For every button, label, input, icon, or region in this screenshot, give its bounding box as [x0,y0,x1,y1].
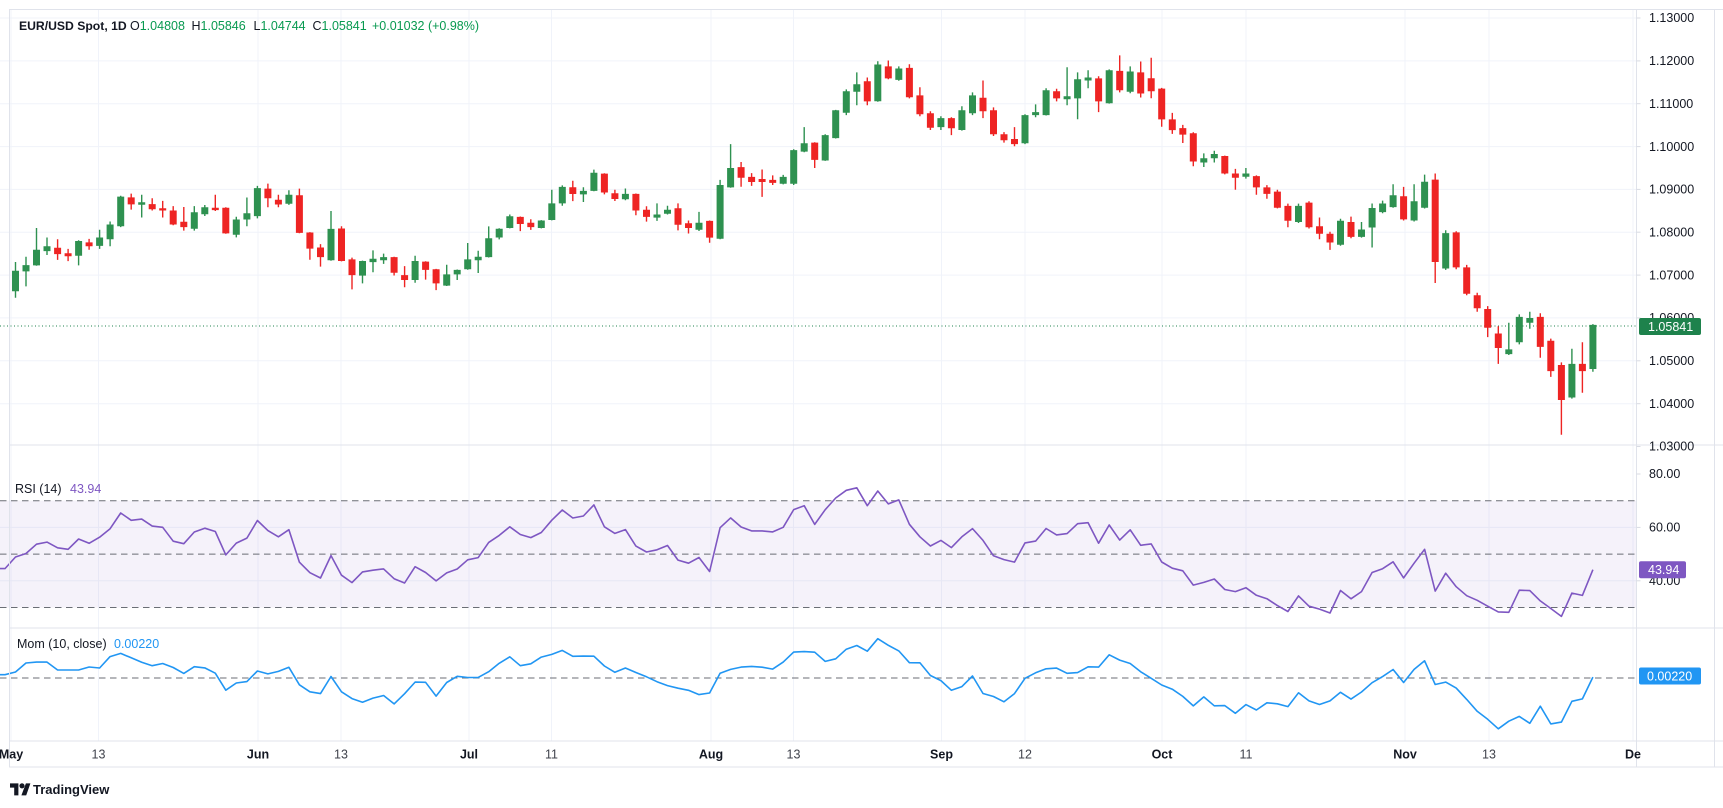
svg-text:13: 13 [787,748,801,762]
svg-text:60.00: 60.00 [1649,521,1680,535]
svg-text:13: 13 [334,748,348,762]
svg-text:1.05841: 1.05841 [1648,320,1693,334]
svg-text:Aug: Aug [699,748,723,762]
svg-text:12: 12 [1018,748,1032,762]
svg-text:11: 11 [1240,748,1253,762]
svg-text:1.11000: 1.11000 [1649,97,1693,111]
svg-text:1.07000: 1.07000 [1649,268,1694,282]
svg-text:Jun: Jun [247,748,269,762]
svg-text:43.94: 43.94 [1648,563,1679,577]
svg-text:13: 13 [92,748,106,762]
svg-text:De: De [1625,748,1641,762]
svg-text:Sep: Sep [930,748,953,762]
svg-text:0.00220: 0.00220 [1647,670,1692,684]
svg-text:TradingView: TradingView [33,782,110,797]
svg-text:EUR/USD Spot, 1D: EUR/USD Spot, 1D [19,19,127,33]
svg-text:Nov: Nov [1393,748,1417,762]
svg-text:80.00: 80.00 [1649,467,1680,481]
svg-text:1.05000: 1.05000 [1649,354,1694,368]
svg-text:1.03000: 1.03000 [1649,440,1694,454]
svg-text:1.10000: 1.10000 [1649,140,1694,154]
svg-text:May: May [0,748,23,762]
svg-text:0.00220: 0.00220 [114,637,159,651]
svg-text:1.09000: 1.09000 [1649,183,1694,197]
svg-text:Mom (10, close): Mom (10, close) [17,637,107,651]
svg-text:Oct: Oct [1152,748,1174,762]
svg-text:43.94: 43.94 [70,482,101,496]
svg-text:13: 13 [1482,748,1496,762]
svg-text:1.12000: 1.12000 [1649,54,1694,68]
svg-text:11: 11 [545,748,558,762]
svg-text:1.04000: 1.04000 [1649,397,1694,411]
svg-text:RSI (14): RSI (14) [15,482,62,496]
svg-text:1.13000: 1.13000 [1649,11,1694,25]
svg-text:1.08000: 1.08000 [1649,225,1694,239]
svg-text:Jul: Jul [460,748,478,762]
